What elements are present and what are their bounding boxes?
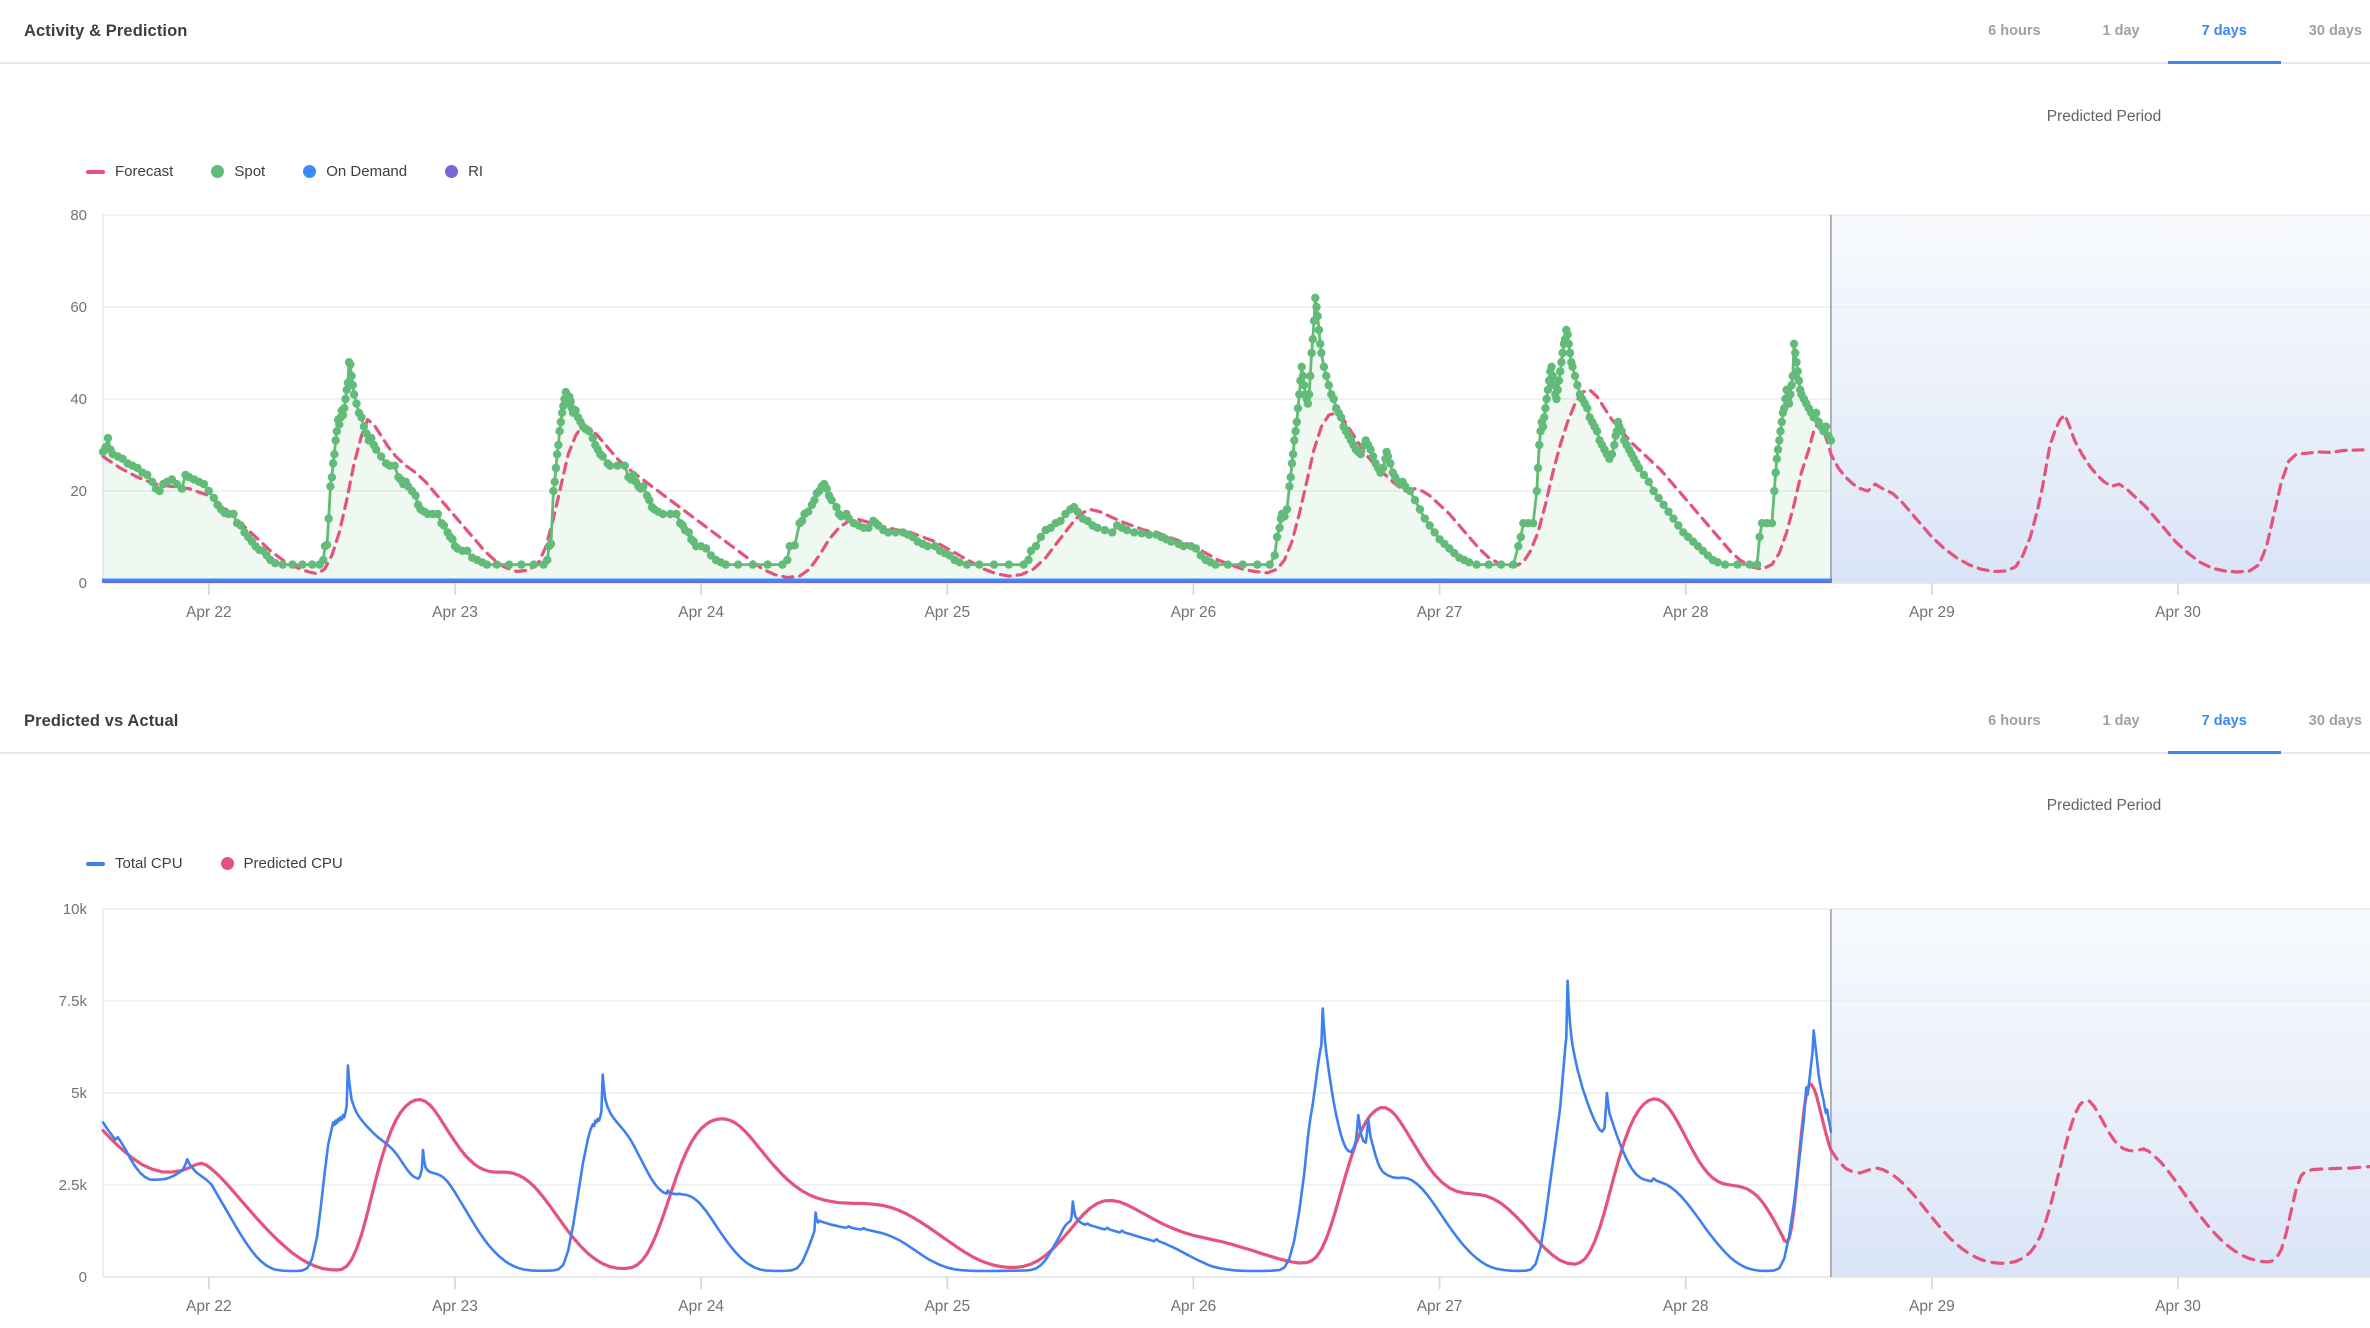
svg-text:40: 40	[70, 391, 87, 408]
tab-7-days[interactable]: 7 days	[2167, 0, 2282, 64]
svg-text:10k: 10k	[63, 901, 88, 918]
ri-dot-icon	[445, 165, 459, 178]
activity-legend: Forecast Spot On Demand RI	[86, 163, 483, 180]
svg-text:Apr 22: Apr 22	[186, 604, 232, 621]
tab-7-days[interactable]: 7 days	[2167, 690, 2282, 754]
svg-text:Apr 24: Apr 24	[678, 604, 724, 621]
svg-text:Apr 23: Apr 23	[432, 604, 478, 621]
svg-text:Apr 30: Apr 30	[2155, 604, 2201, 621]
predicted-cpu-dot-icon	[220, 857, 234, 870]
activity-prediction-chart[interactable]: 0 20 40 60 80 Apr 22 Apr 23 Apr 24 Apr 25 Apr 26 A…	[0, 200, 2370, 635]
svg-text:80: 80	[70, 207, 87, 224]
legend-item-spot[interactable]: Spot	[211, 163, 265, 180]
tab-1-day[interactable]: 1 day	[2102, 713, 2140, 729]
tab-6-hours[interactable]: 6 hours	[1988, 713, 2041, 729]
legend-label: RI	[468, 163, 484, 180]
svg-text:60: 60	[70, 299, 87, 316]
forecast-dash-icon	[86, 169, 105, 174]
predicted-panel-header: Predicted vs Actual 6 hours 1 day 7 days…	[0, 690, 2370, 754]
legend-item-ri[interactable]: RI	[445, 163, 483, 180]
svg-text:Apr 23: Apr 23	[432, 1298, 478, 1315]
tab-30-days[interactable]: 30 days	[2308, 713, 2362, 729]
tab-1-day[interactable]: 1 day	[2102, 23, 2140, 39]
svg-text:5k: 5k	[71, 1085, 87, 1102]
svg-text:Apr 28: Apr 28	[1663, 1298, 1709, 1315]
legend-label: Spot	[234, 163, 266, 180]
legend-label: Predicted CPU	[243, 855, 343, 872]
tab-30-days[interactable]: 30 days	[2308, 23, 2362, 39]
svg-text:Apr 28: Apr 28	[1663, 604, 1709, 621]
svg-text:Apr 25: Apr 25	[924, 604, 970, 621]
svg-text:0: 0	[79, 1269, 87, 1286]
spot-dot-icon	[211, 165, 225, 178]
legend-label: Forecast	[115, 163, 174, 180]
predicted-period-label: Predicted Period	[2046, 797, 2162, 814]
legend-label: On Demand	[326, 163, 408, 180]
legend-item-on-demand[interactable]: On Demand	[303, 163, 407, 180]
total-cpu-dash-icon	[86, 861, 105, 866]
svg-text:Apr 26: Apr 26	[1171, 1298, 1217, 1315]
legend-item-total-cpu[interactable]: Total CPU	[86, 855, 183, 872]
svg-text:Apr 26: Apr 26	[1171, 604, 1217, 621]
svg-text:2.5k: 2.5k	[59, 1177, 88, 1194]
activity-timerange-tabs: 6 hours 1 day 7 days 30 days	[1926, 0, 2362, 64]
predicted-timerange-tabs: 6 hours 1 day 7 days 30 days	[1926, 690, 2362, 754]
svg-text:Apr 24: Apr 24	[678, 1298, 724, 1315]
page-title-activity: Activity & Prediction	[24, 21, 188, 40]
svg-text:Apr 25: Apr 25	[924, 1298, 970, 1315]
predicted-period-label: Predicted Period	[2046, 108, 2162, 125]
svg-text:20: 20	[70, 483, 87, 500]
legend-item-forecast[interactable]: Forecast	[86, 163, 173, 180]
tab-6-hours[interactable]: 6 hours	[1988, 23, 2041, 39]
cpu-legend: Total CPU Predicted CPU	[86, 855, 343, 872]
svg-text:Apr 29: Apr 29	[1909, 1298, 1955, 1315]
svg-text:Apr 29: Apr 29	[1909, 604, 1955, 621]
svg-text:Apr 27: Apr 27	[1417, 1298, 1463, 1315]
activity-panel-header: Activity & Prediction 6 hours 1 day 7 da…	[0, 0, 2370, 64]
svg-text:Apr 22: Apr 22	[186, 1298, 232, 1315]
svg-text:Apr 30: Apr 30	[2155, 1298, 2201, 1315]
legend-label: Total CPU	[115, 855, 183, 872]
predicted-vs-actual-chart[interactable]: 0 2.5k 5k 7.5k 10k Apr 22 Apr 23 Apr 24 Apr 25 Ap…	[0, 894, 2370, 1328]
svg-text:Apr 27: Apr 27	[1417, 604, 1463, 621]
page-title-predicted: Predicted vs Actual	[24, 711, 179, 730]
legend-item-predicted-cpu[interactable]: Predicted CPU	[220, 855, 343, 872]
on-demand-dot-icon	[303, 165, 317, 178]
svg-text:7.5k: 7.5k	[59, 993, 88, 1010]
svg-text:0: 0	[79, 575, 87, 592]
